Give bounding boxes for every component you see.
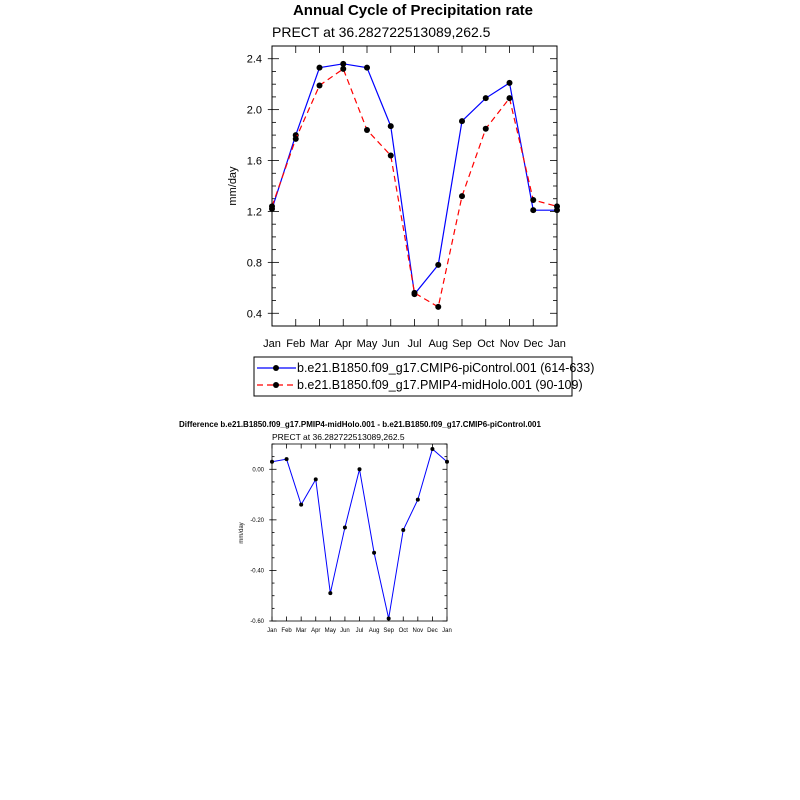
top-chart-subtitle: PRECT at 36.282722513089,262.5 <box>272 24 491 40</box>
data-point <box>530 207 537 214</box>
top-chart: Annual Cycle of Precipitation rate PRECT… <box>227 2 594 397</box>
data-point <box>292 135 299 142</box>
x-tick-label: Jan <box>442 628 452 634</box>
legend-label-0: b.e21.B1850.f09_g17.CMIP6-piControl.001 … <box>297 361 594 375</box>
y-tick-label: -0.20 <box>250 518 264 524</box>
x-tick-label: Jul <box>356 628 364 634</box>
x-tick-label: Mar <box>310 338 329 350</box>
x-tick-label: Mar <box>296 628 306 634</box>
bottom-chart: Difference b.e21.B1850.f09_g17.PMIP4-mid… <box>179 420 541 634</box>
bottom-x-tick-labels: Jan Feb Mar Apr May Jun Jul Aug Sep Oct Nov Dec Jan <box>267 628 452 634</box>
x-tick-label: Feb <box>281 628 292 634</box>
y-tick-label: 0.00 <box>252 467 264 473</box>
x-tick-label: Dec <box>523 338 543 350</box>
legend-marker-1 <box>273 382 279 388</box>
data-point <box>313 477 318 482</box>
y-tick-label: -0.60 <box>250 619 264 625</box>
data-point <box>284 457 289 462</box>
bottom-series-group <box>270 447 449 621</box>
data-point <box>372 550 377 555</box>
legend-label-1: b.e21.B1850.f09_g17.PMIP4-midHolo.001 (9… <box>297 378 583 392</box>
data-point <box>435 303 442 310</box>
x-tick-label: Oct <box>399 628 409 634</box>
x-tick-label: Apr <box>335 338 352 350</box>
data-point <box>340 60 347 67</box>
x-tick-label: Jan <box>548 338 566 350</box>
x-tick-label: Dec <box>427 628 438 634</box>
x-tick-label: Feb <box>286 338 305 350</box>
data-point <box>387 123 394 130</box>
legend-marker-0 <box>273 365 279 371</box>
data-point <box>387 152 394 159</box>
top-y-tick-labels: 0.4 0.8 1.2 1.6 2.0 2.4 <box>247 54 262 321</box>
x-tick-label: Aug <box>369 628 380 634</box>
data-point <box>430 447 435 452</box>
bottom-chart-title: Difference b.e21.B1850.f09_g17.PMIP4-mid… <box>179 420 541 429</box>
y-tick-label: 0.4 <box>247 308 262 320</box>
y-tick-label: 1.6 <box>247 156 262 168</box>
x-tick-label: Jan <box>263 338 281 350</box>
x-tick-label: Aug <box>428 338 448 350</box>
data-point <box>401 527 406 532</box>
y-tick-label: 2.4 <box>247 54 262 66</box>
data-point <box>270 459 274 464</box>
y-tick-label: 1.2 <box>247 206 262 218</box>
x-tick-label: Sep <box>452 338 472 350</box>
y-tick-label: -0.40 <box>250 569 264 575</box>
x-tick-label: Jun <box>340 628 350 634</box>
y-tick-label: 2.0 <box>247 105 262 117</box>
series-line-1 <box>271 67 558 308</box>
top-tick-marks <box>267 45 558 327</box>
x-tick-label: Jun <box>382 338 400 350</box>
top-chart-title: Annual Cycle of Precipitation rate <box>293 2 533 19</box>
data-point <box>299 502 304 507</box>
x-tick-label: May <box>325 628 336 634</box>
data-point <box>364 127 370 133</box>
data-point <box>506 95 513 102</box>
top-y-axis-label: mm/day <box>227 166 239 206</box>
bottom-chart-subtitle: PRECT at 36.282722513089,262.5 <box>272 432 405 442</box>
x-tick-label: Oct <box>477 338 494 350</box>
data-point <box>316 64 323 71</box>
data-point <box>415 497 420 502</box>
data-point <box>554 203 560 210</box>
data-point <box>357 467 362 472</box>
y-tick-label: 0.8 <box>247 257 262 269</box>
series-line-0 <box>271 448 448 619</box>
x-tick-label: Apr <box>311 628 320 634</box>
data-point <box>482 125 489 132</box>
x-tick-label: Sep <box>383 628 394 634</box>
x-tick-label: Nov <box>500 338 520 350</box>
data-point <box>459 193 465 200</box>
data-point <box>364 64 370 71</box>
data-point <box>482 95 489 102</box>
data-point <box>342 525 347 530</box>
legend-box <box>253 356 573 397</box>
data-point <box>386 616 391 621</box>
top-series-group <box>269 60 560 310</box>
data-point <box>530 197 537 203</box>
data-point <box>340 65 347 72</box>
bottom-y-tick-labels: -0.60 -0.40 -0.20 0.00 <box>250 467 264 625</box>
bottom-y-axis-label: mm/day <box>239 522 245 543</box>
data-point <box>459 118 465 125</box>
x-tick-label: May <box>357 338 378 350</box>
top-legend: b.e21.B1850.f09_g17.CMIP6-piControl.001 … <box>253 356 594 397</box>
series-line-0 <box>271 63 557 296</box>
top-x-tick-labels: Jan Feb Mar Apr May Jun Jul Aug Sep Oct Nov Dec Jan <box>263 338 566 350</box>
x-tick-label: Jul <box>407 338 421 350</box>
data-point <box>435 261 442 268</box>
x-tick-label: Jan <box>267 628 277 634</box>
x-tick-label: Nov <box>412 628 423 634</box>
data-point <box>328 591 333 596</box>
top-plot-frame <box>271 45 558 327</box>
bottom-tick-marks <box>269 443 448 622</box>
data-point <box>506 79 513 86</box>
data-point <box>316 82 323 89</box>
data-point <box>269 203 275 210</box>
data-point <box>445 459 449 464</box>
data-point <box>411 289 418 296</box>
